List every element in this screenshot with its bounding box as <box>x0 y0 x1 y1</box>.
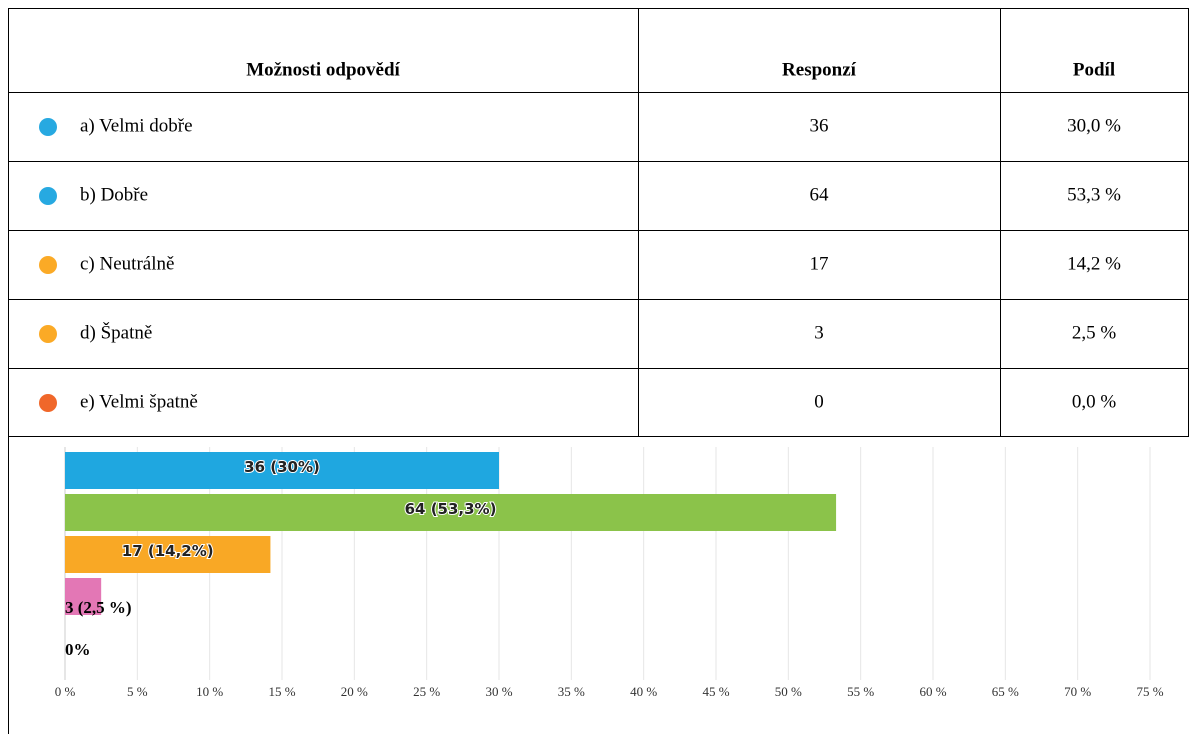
row-dot <box>39 394 57 412</box>
share: 14,2 % <box>1067 253 1121 274</box>
x-tick-label: 0 % <box>55 684 76 699</box>
header-cell: Možnosti odpovědí <box>246 59 400 80</box>
value-label: 17 (14,2%) <box>122 542 214 560</box>
value-label: 0% <box>65 640 91 659</box>
option-label: c) Neutrálně <box>80 253 174 274</box>
share: 2,5 % <box>1072 322 1117 343</box>
header-cell: Podíl <box>1073 59 1115 80</box>
row-dot <box>39 256 57 274</box>
value-label: 3 (2,5 %) <box>65 598 132 617</box>
x-tick-label: 30 % <box>485 684 512 699</box>
option-label: a) Velmi dobře <box>80 115 193 136</box>
row-dot <box>39 187 57 205</box>
x-tick-label: 55 % <box>847 684 874 699</box>
row-dot <box>39 325 57 343</box>
count: 0 <box>814 391 824 412</box>
x-tick-label: 15 % <box>268 684 295 699</box>
x-tick-label: 45 % <box>702 684 729 699</box>
x-tick-label: 70 % <box>1064 684 1091 699</box>
share: 30,0 % <box>1067 115 1121 136</box>
x-tick-label: 10 % <box>196 684 223 699</box>
option-label: e) Velmi špatně <box>80 391 198 412</box>
x-tick-label: 35 % <box>558 684 585 699</box>
x-tick-label: 40 % <box>630 684 657 699</box>
count: 17 <box>810 253 829 274</box>
share: 0,0 % <box>1072 391 1117 412</box>
count: 36 <box>810 115 829 136</box>
value-label: 64 (53,3%) <box>405 500 497 518</box>
x-tick-label: 75 % <box>1136 684 1163 699</box>
share: 53,3 % <box>1067 184 1121 205</box>
x-tick-label: 25 % <box>413 684 440 699</box>
x-tick-label: 60 % <box>919 684 946 699</box>
option-label: b) Dobře <box>80 184 148 205</box>
count: 3 <box>814 322 824 343</box>
bar <box>65 452 499 489</box>
option-label: d) Špatně <box>80 321 152 343</box>
x-tick-label: 65 % <box>992 684 1019 699</box>
table-lines <box>8 8 1189 734</box>
bar <box>65 494 837 531</box>
x-tick-label: 20 % <box>341 684 368 699</box>
bar <box>65 578 102 615</box>
row-dot <box>39 118 57 136</box>
value-label: 36 (30%) <box>244 458 320 476</box>
x-tick-label: 50 % <box>775 684 802 699</box>
count: 64 <box>810 184 830 205</box>
bar <box>65 536 271 573</box>
x-tick-label: 5 % <box>127 684 148 699</box>
header-cell: Responzí <box>782 59 857 80</box>
